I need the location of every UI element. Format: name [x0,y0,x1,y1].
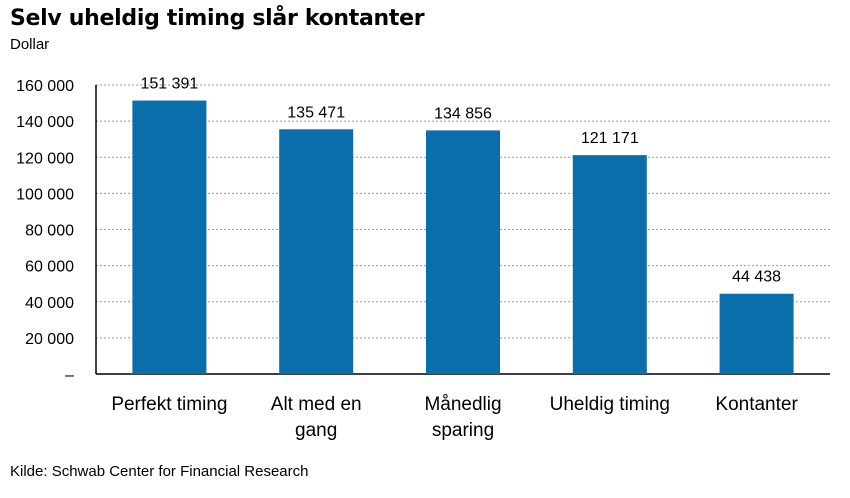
y-tick-label: 160 000 [16,78,74,95]
y-tick-label: 140 000 [16,114,74,131]
x-tick-label: gang [295,420,337,441]
data-label: 135 471 [287,104,345,121]
x-tick-label: Alt med en [271,394,362,415]
data-label: 121 171 [581,130,639,147]
y-tick-label: 20 000 [25,331,74,348]
data-label: 151 391 [140,76,198,93]
chart-title: Selv uheldig timing slår kontanter [10,6,425,31]
source-note: Kilde: Schwab Center for Financial Resea… [10,463,309,480]
unit-label: Dollar [10,36,50,53]
y-tick-label: 40 000 [25,295,74,312]
bar [132,100,207,375]
x-tick-label: Månedlig [424,394,501,415]
y-tick-label: – [65,367,74,384]
y-tick-label: 80 000 [25,223,74,240]
bar [572,155,647,374]
data-label: 44 438 [732,269,781,286]
y-tick-label: 100 000 [16,186,74,203]
bar [719,293,794,374]
x-tick-label: Kontanter [715,394,798,415]
bar [426,130,500,374]
bar [279,129,354,374]
x-tick-label: Uheldig timing [550,394,670,415]
data-label: 134 856 [434,105,492,122]
x-tick-label: sparing [432,420,494,441]
y-tick-label: 60 000 [25,259,74,276]
x-tick-label: Perfekt timing [111,394,227,415]
y-tick-label: 120 000 [16,150,74,167]
